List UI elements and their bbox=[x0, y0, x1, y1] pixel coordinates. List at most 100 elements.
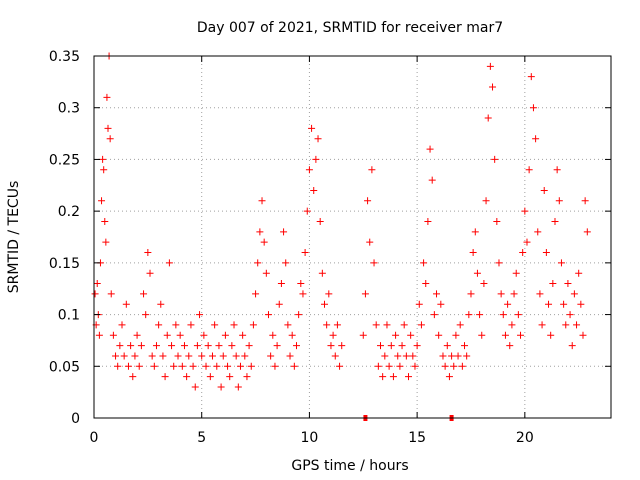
data-point bbox=[514, 311, 522, 319]
data-point bbox=[359, 331, 367, 339]
data-point bbox=[562, 321, 570, 329]
y-tick-label: 0.05 bbox=[49, 359, 80, 375]
data-point bbox=[430, 311, 438, 319]
data-point bbox=[551, 217, 559, 225]
data-point bbox=[336, 362, 344, 370]
data-point bbox=[372, 321, 380, 329]
data-point bbox=[202, 362, 210, 370]
data-point bbox=[213, 362, 221, 370]
data-point bbox=[221, 331, 229, 339]
x-tick-label: 15 bbox=[408, 430, 426, 446]
data-point bbox=[577, 300, 585, 308]
data-point bbox=[366, 238, 374, 246]
y-tick-label: 0.25 bbox=[49, 152, 80, 168]
data-point bbox=[232, 352, 240, 360]
data-point bbox=[275, 300, 283, 308]
data-point bbox=[450, 362, 458, 370]
data-point bbox=[422, 280, 430, 288]
data-point bbox=[394, 352, 402, 360]
y-axis-label: SRMTID / TECUs bbox=[6, 181, 22, 294]
data-point bbox=[301, 249, 309, 257]
data-point bbox=[456, 321, 464, 329]
data-point bbox=[484, 114, 492, 122]
y-tick-label: 0.1 bbox=[58, 308, 80, 324]
data-point bbox=[104, 124, 112, 132]
data-point bbox=[146, 269, 154, 277]
data-point bbox=[206, 373, 214, 381]
data-point bbox=[555, 197, 563, 205]
data-point bbox=[280, 228, 288, 236]
data-point bbox=[495, 259, 503, 267]
data-point bbox=[142, 311, 150, 319]
data-point bbox=[224, 362, 232, 370]
data-point bbox=[398, 342, 406, 350]
grid-lines bbox=[94, 56, 611, 418]
data-point bbox=[172, 321, 180, 329]
data-point bbox=[288, 331, 296, 339]
data-point bbox=[374, 362, 382, 370]
data-point bbox=[443, 342, 451, 350]
data-point bbox=[109, 331, 117, 339]
data-point bbox=[91, 290, 99, 298]
data-point bbox=[249, 321, 257, 329]
data-point bbox=[295, 311, 303, 319]
data-point bbox=[491, 155, 499, 163]
data-point bbox=[396, 362, 404, 370]
data-point bbox=[277, 280, 285, 288]
x-axis-label: GPS time / hours bbox=[291, 458, 408, 474]
data-point bbox=[476, 311, 484, 319]
data-point bbox=[310, 186, 318, 194]
data-point bbox=[191, 383, 199, 391]
data-point bbox=[519, 249, 527, 257]
data-point bbox=[269, 331, 277, 339]
data-point bbox=[523, 238, 531, 246]
data-point bbox=[465, 311, 473, 319]
data-point bbox=[364, 197, 372, 205]
data-point bbox=[193, 342, 201, 350]
data-point bbox=[566, 311, 574, 319]
data-point bbox=[185, 352, 193, 360]
x-tick-label: 10 bbox=[301, 430, 319, 446]
data-point bbox=[392, 331, 400, 339]
data-point bbox=[252, 290, 260, 298]
data-point bbox=[267, 352, 275, 360]
data-point bbox=[292, 342, 300, 350]
data-point bbox=[217, 383, 225, 391]
x-tick-labels: 0 5 10 15 20 bbox=[90, 430, 534, 446]
data-point bbox=[424, 217, 432, 225]
plot-frame bbox=[93, 55, 612, 419]
data-point bbox=[568, 342, 576, 350]
data-point bbox=[536, 290, 544, 298]
data-point bbox=[95, 331, 103, 339]
data-point bbox=[333, 321, 341, 329]
data-point bbox=[133, 331, 141, 339]
data-point bbox=[545, 300, 553, 308]
data-point bbox=[260, 238, 268, 246]
data-point bbox=[200, 331, 208, 339]
data-point bbox=[254, 259, 262, 267]
data-point bbox=[504, 300, 512, 308]
data-point bbox=[245, 342, 253, 350]
data-point bbox=[290, 362, 298, 370]
data-point bbox=[381, 352, 389, 360]
x-tick-label: 0 bbox=[90, 430, 99, 446]
data-point bbox=[297, 280, 305, 288]
data-point bbox=[178, 362, 186, 370]
data-point bbox=[439, 352, 447, 360]
data-point bbox=[226, 373, 234, 381]
data-point bbox=[198, 352, 206, 360]
data-point bbox=[467, 290, 475, 298]
data-point bbox=[512, 269, 520, 277]
data-point bbox=[506, 342, 514, 350]
data-point bbox=[445, 373, 453, 381]
data-point bbox=[286, 352, 294, 360]
data-point bbox=[98, 197, 106, 205]
data-point bbox=[426, 145, 434, 153]
data-point bbox=[284, 321, 292, 329]
data-point bbox=[239, 331, 247, 339]
data-point bbox=[407, 331, 415, 339]
data-point bbox=[508, 321, 516, 329]
data-point bbox=[387, 342, 395, 350]
data-point bbox=[368, 166, 376, 174]
data-point bbox=[521, 207, 529, 215]
